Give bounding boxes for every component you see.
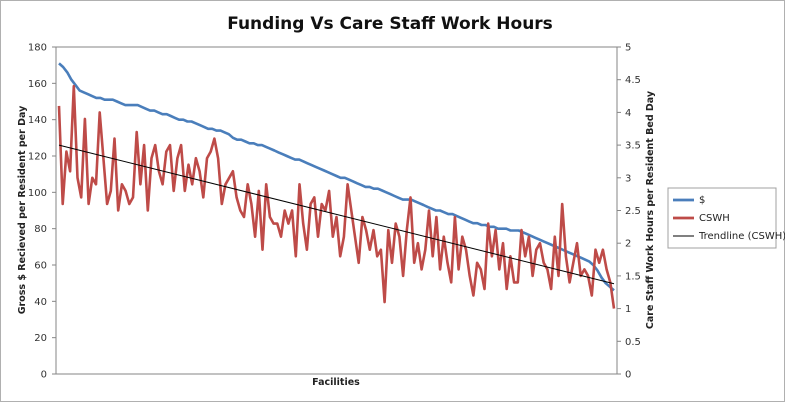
left-tick-label: 80 (34, 224, 47, 235)
right-tick-label: 3.5 (625, 141, 641, 152)
right-tick-label: 5 (625, 43, 631, 54)
chart-title: Funding Vs Care Staff Work Hours (227, 14, 553, 34)
plot-frame (55, 46, 618, 375)
right-tick-label: 4 (625, 108, 631, 119)
right-axis-ticks: 0 0.5 1 1.5 2 2.5 3 3.5 4 4.5 5 (617, 43, 641, 381)
right-axis-label: Care Staff Work Hours per Resident Bed D… (645, 90, 656, 329)
left-tick-label: 40 (34, 297, 47, 308)
right-tick-label: 2 (625, 239, 631, 250)
left-tick-label: 160 (28, 79, 47, 90)
series-layer (57, 62, 616, 309)
right-tick-label: 3 (625, 173, 631, 184)
right-tick-label: 1.5 (625, 271, 641, 282)
x-axis-label: Facilities (312, 377, 360, 388)
right-tick-label: 4.5 (625, 75, 641, 86)
series-line-trendline (58, 144, 615, 285)
left-axis-ticks: 0 20 40 60 80 100 120 140 160 180 (28, 43, 56, 381)
series-line-cswh (57, 84, 616, 309)
right-tick-label: 0.5 (625, 337, 641, 348)
legend-label-funding: $ (699, 195, 705, 206)
left-tick-label: 0 (41, 370, 47, 381)
left-tick-label: 60 (34, 261, 47, 272)
legend-label-trendline: Trendline (CSWH) (698, 231, 785, 242)
right-tick-label: 1 (625, 304, 631, 315)
plot-area (55, 46, 618, 375)
left-tick-label: 100 (28, 188, 47, 199)
left-tick-label: 140 (28, 115, 47, 126)
legend-label-cswh: CSWH (699, 213, 730, 224)
left-tick-label: 120 (28, 152, 47, 163)
right-tick-label: 0 (625, 370, 631, 381)
legend-box (667, 187, 777, 249)
left-axis-label: Gross $ Recieved per Resident per Day (17, 105, 28, 314)
left-tick-label: 20 (34, 333, 47, 344)
left-tick-label: 180 (28, 43, 47, 54)
legend: $ CSWH Trendline (CSWH) (667, 187, 785, 249)
right-tick-label: 2.5 (625, 206, 641, 217)
